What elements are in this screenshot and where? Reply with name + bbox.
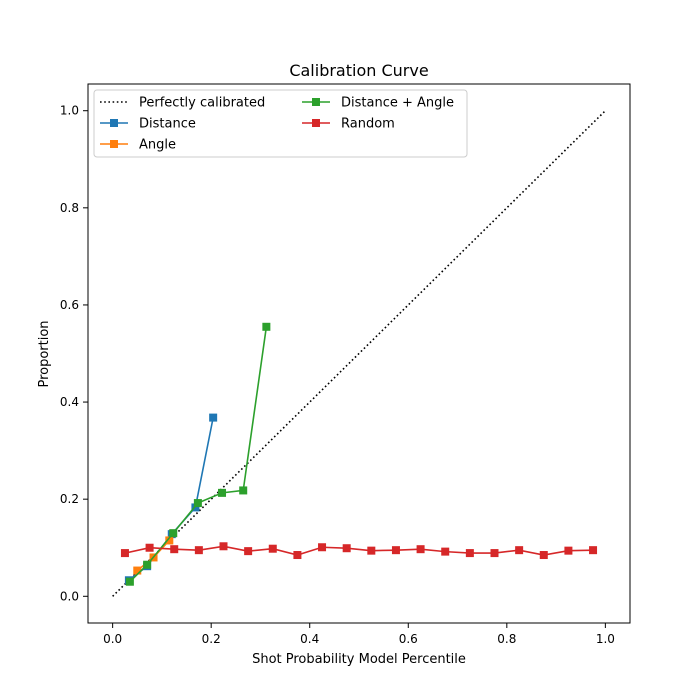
y-tick-label: 0.6 (60, 298, 79, 312)
x-axis-ticks: 0.0 0.2 0.4 0.6 0.8 1.0 (103, 623, 615, 646)
data-point-random (194, 546, 203, 555)
legend-marker-distance (110, 119, 118, 127)
data-point-random (539, 551, 548, 560)
data-point-random (145, 543, 154, 552)
data-point-random (170, 545, 179, 554)
data-point-random (515, 546, 524, 555)
legend-label-distance-angle: Distance + Angle (341, 96, 454, 111)
legend-marker-random (312, 119, 320, 127)
x-tick-label: 0.4 (300, 632, 319, 646)
legend-marker-angle (110, 140, 118, 148)
y-tick-label: 0.0 (60, 589, 79, 603)
data-point-random (564, 546, 573, 555)
data-point-random (244, 547, 253, 556)
data-point-distance (191, 503, 200, 512)
data-point-distance-angle (169, 529, 178, 538)
data-point-random (318, 543, 327, 552)
chart-title: Calibration Curve (289, 61, 428, 80)
legend-box (93, 89, 468, 158)
x-tick-label: 0.2 (202, 632, 221, 646)
data-point-random (367, 546, 376, 555)
x-tick-label: 0.8 (497, 632, 516, 646)
data-point-distance-angle (143, 560, 152, 569)
y-axis-label: Proportion (37, 320, 52, 387)
data-point-distance (209, 413, 218, 422)
data-point-angle (165, 536, 174, 545)
series-line-random (124, 545, 594, 556)
y-tick-label: 0.4 (60, 395, 79, 409)
series-line-perfectly-calibrated (112, 110, 606, 597)
legend-label-distance: Distance (139, 117, 196, 132)
plot-area (112, 110, 606, 597)
data-point-random (219, 542, 228, 551)
legend-label-angle: Angle (139, 138, 176, 153)
x-axis-label: Shot Probability Model Percentile (252, 652, 466, 667)
data-point-distance-angle (193, 499, 202, 508)
data-point-random (342, 544, 351, 553)
data-point-random (465, 549, 474, 558)
data-point-random (490, 549, 499, 558)
axes-frame (87, 83, 631, 624)
data-point-random (293, 551, 302, 560)
data-point-distance-angle (262, 322, 271, 331)
data-point-random (441, 547, 450, 556)
y-axis-ticks: 0.0 0.2 0.4 0.6 0.8 1.0 (60, 104, 88, 603)
legend-label-random: Random (341, 117, 395, 132)
y-tick-label: 0.2 (60, 492, 79, 506)
legend: Perfectly calibrated Distance Angle Distanc… (93, 89, 468, 158)
x-tick-label: 1.0 (596, 632, 615, 646)
data-point-random (391, 546, 400, 555)
data-point-distance-angle (125, 577, 134, 586)
data-point-random (268, 544, 277, 553)
data-point-distance-angle (239, 486, 248, 495)
data-point-random (120, 549, 129, 558)
x-tick-label: 0.0 (103, 632, 122, 646)
data-point-random (416, 545, 425, 554)
data-point-random (589, 546, 598, 555)
x-tick-label: 0.6 (399, 632, 418, 646)
legend-marker-distance-angle (312, 98, 320, 106)
data-point-distance-angle (218, 488, 227, 497)
data-point-angle (133, 566, 142, 575)
legend-label-perfectly-calibrated: Perfectly calibrated (139, 96, 265, 111)
y-tick-label: 0.8 (60, 201, 79, 215)
y-tick-label: 1.0 (60, 104, 79, 118)
